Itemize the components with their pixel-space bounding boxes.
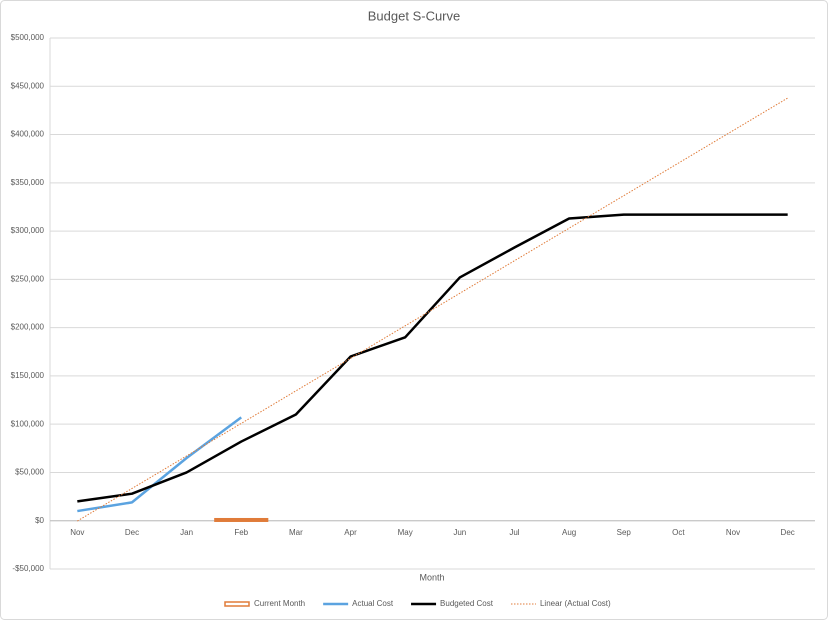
x-tick-label: May xyxy=(398,528,413,537)
y-tick-label: $300,000 xyxy=(11,226,45,235)
line xyxy=(77,416,242,513)
y-tick-label: $200,000 xyxy=(11,323,45,332)
legend-label: Budgeted Cost xyxy=(440,599,494,608)
x-tick-label: Jun xyxy=(453,528,466,537)
x-axis-title: Month xyxy=(419,572,444,582)
y-tick-label: $50,000 xyxy=(15,468,44,477)
x-tick-label: Feb xyxy=(234,528,248,537)
x-tick-label: Jan xyxy=(180,528,193,537)
x-tick-label: Aug xyxy=(562,528,576,537)
y-tick-label: $400,000 xyxy=(11,130,45,139)
y-tick-label: $100,000 xyxy=(11,419,45,428)
y-tick-label: $0 xyxy=(35,516,44,525)
x-tick-label: Dec xyxy=(781,528,795,537)
y-tick-label: $500,000 xyxy=(11,33,45,42)
legend-label: Current Month xyxy=(254,599,305,608)
y-tick-label: $150,000 xyxy=(11,371,45,380)
x-tick-label: Oct xyxy=(672,528,685,537)
y-tick-label: -$50,000 xyxy=(12,564,44,573)
legend-label: Linear (Actual Cost) xyxy=(540,599,611,608)
bar xyxy=(214,517,269,522)
y-tick-label: $350,000 xyxy=(11,178,45,187)
x-tick-label: Jul xyxy=(509,528,519,537)
x-tick-label: Dec xyxy=(125,528,139,537)
line xyxy=(77,213,788,503)
x-tick-label: Nov xyxy=(70,528,84,537)
x-tick-label: Nov xyxy=(726,528,740,537)
legend-label: Actual Cost xyxy=(352,599,394,608)
x-tick-label: Sep xyxy=(617,528,632,537)
x-tick-label: Apr xyxy=(344,528,357,537)
y-tick-label: $450,000 xyxy=(11,81,45,90)
y-tick-label: $250,000 xyxy=(11,274,45,283)
legend-swatch xyxy=(224,601,250,607)
x-tick-label: Mar xyxy=(289,528,303,537)
chart-title: Budget S-Curve xyxy=(368,8,461,23)
